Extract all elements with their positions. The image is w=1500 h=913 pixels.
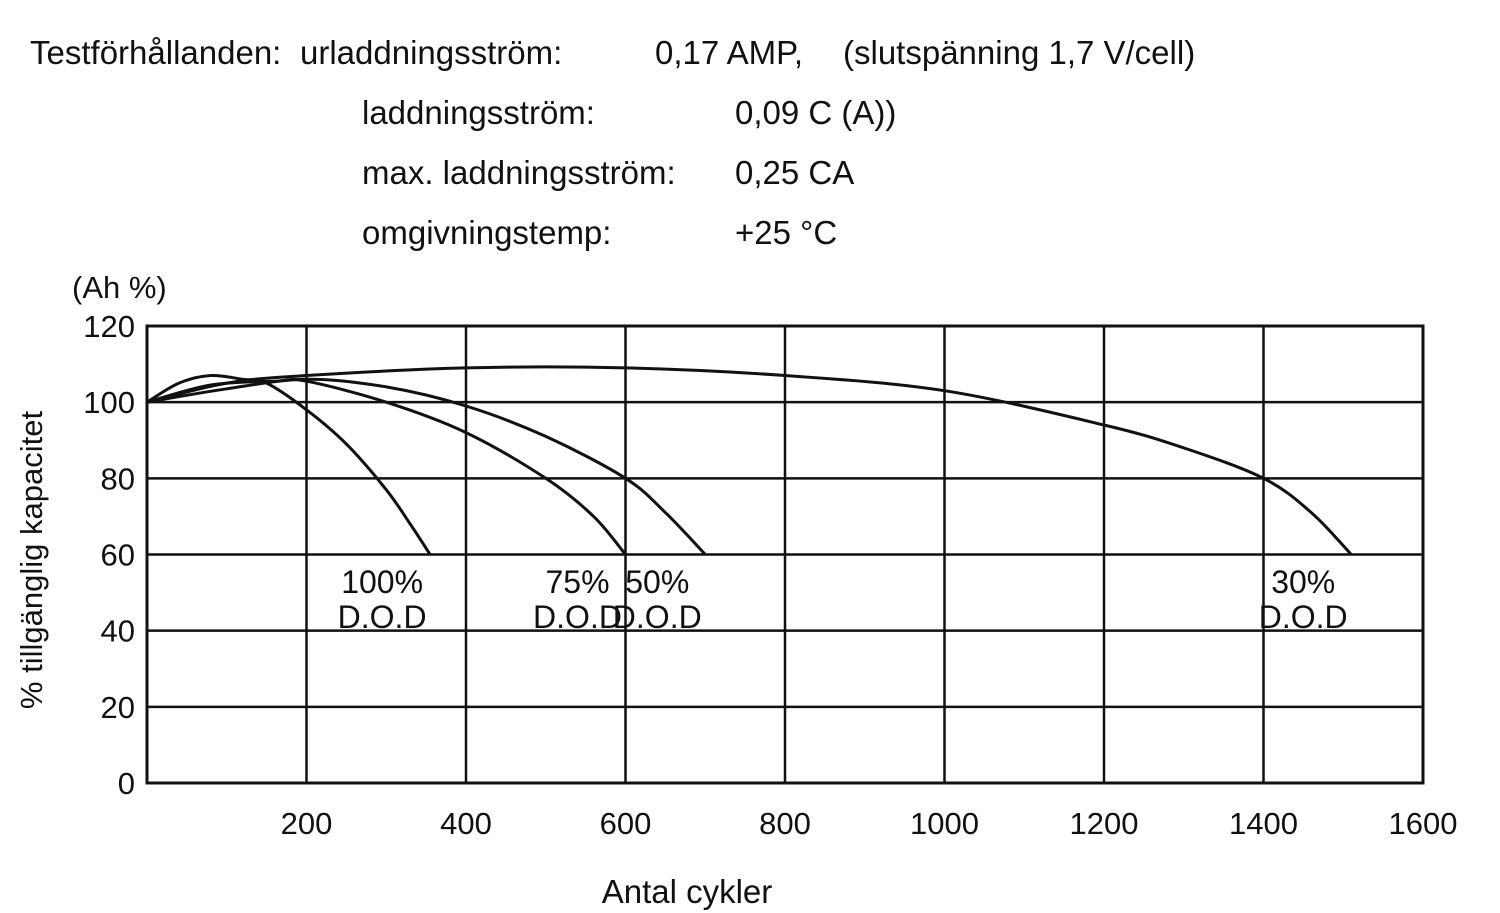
condition-value: +25 °C xyxy=(735,214,838,251)
chart-grid xyxy=(147,326,1423,783)
y-tick-labels: 0 20 40 60 80 100 120 xyxy=(83,309,135,801)
series-label-percent: 30% xyxy=(1271,564,1335,600)
y-axis-label: % tillgänglig kapacitet xyxy=(14,411,49,710)
series-label-dod: D.O.D xyxy=(613,599,702,635)
y-tick-label: 0 xyxy=(118,766,135,801)
condition-name: urladdningsström: xyxy=(300,34,563,71)
x-tick-label: 800 xyxy=(759,806,811,841)
condition-value: 0,25 CA xyxy=(735,154,855,191)
series-label-dod: D.O.D xyxy=(1259,599,1348,635)
y-tick-label: 120 xyxy=(83,309,135,344)
series-label-percent: 75% xyxy=(545,564,609,600)
series-label-dod: D.O.D xyxy=(338,599,427,635)
y-tick-label: 40 xyxy=(101,614,135,649)
plot-frame xyxy=(145,324,1425,785)
series-label-percent: 50% xyxy=(625,564,689,600)
y-unit-label: (Ah %) xyxy=(72,270,167,305)
x-tick-label: 1200 xyxy=(1070,806,1139,841)
series-line xyxy=(146,378,627,556)
condition-name: omgivningstemp: xyxy=(362,214,612,251)
condition-value: 0,17 AMP, xyxy=(655,34,804,71)
y-tick-label: 100 xyxy=(83,385,135,420)
series-line xyxy=(146,373,432,556)
condition-name: laddningsström: xyxy=(362,94,595,131)
series-line xyxy=(146,377,707,556)
x-tick-label: 600 xyxy=(600,806,652,841)
x-tick-label: 400 xyxy=(440,806,492,841)
series-labels: 100%D.O.D75%D.O.D50%D.O.D30%D.O.D xyxy=(338,564,1348,635)
chart-series xyxy=(146,365,1353,556)
condition-value: 0,09 C (A)) xyxy=(735,94,897,131)
condition-name: max. laddningsström: xyxy=(362,154,676,191)
series-label-dod: D.O.D xyxy=(533,599,622,635)
x-tick-label: 200 xyxy=(281,806,333,841)
series-line xyxy=(146,365,1353,556)
conditions-label: Testförhållanden: xyxy=(30,34,282,71)
y-tick-label: 80 xyxy=(101,461,135,496)
x-tick-label: 1000 xyxy=(910,806,979,841)
x-tick-label: 1600 xyxy=(1389,806,1458,841)
x-tick-label: 1400 xyxy=(1229,806,1298,841)
y-tick-label: 20 xyxy=(101,690,135,725)
condition-note: (slutspänning 1,7 V/cell) xyxy=(843,34,1196,71)
x-axis-label: Antal cykler xyxy=(602,873,773,910)
x-tick-labels: 200 400 600 800 1000 1200 1400 1600 xyxy=(281,806,1458,841)
series-label-percent: 100% xyxy=(341,564,423,600)
y-tick-label: 60 xyxy=(101,538,135,573)
